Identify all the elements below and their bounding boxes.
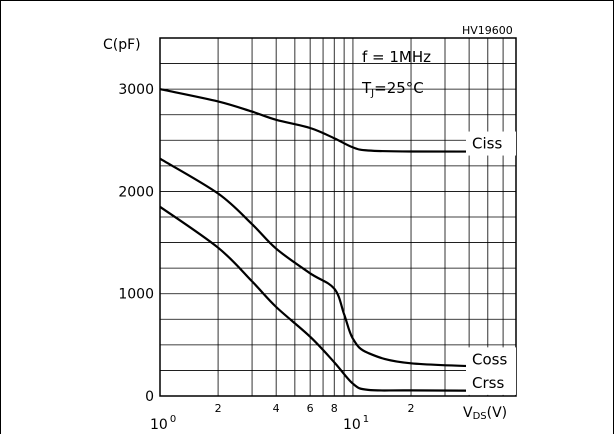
series-labels: Ciss Coss Crss: [466, 131, 516, 395]
grid: [160, 38, 516, 396]
x-tick-base: 10: [343, 417, 361, 433]
y-tick-label: 1000: [118, 287, 154, 303]
x-tick-label: 2: [215, 402, 222, 415]
series-label-ciss: Ciss: [472, 135, 502, 153]
series-line-coss: [159, 157, 517, 369]
series-label-bg-ciss: [466, 131, 516, 156]
x-tick-label: 4: [273, 402, 280, 415]
series-label-bg-crss: [466, 370, 516, 395]
y-tick-label: 2000: [118, 184, 154, 200]
x-axis-symbol: V: [463, 405, 473, 421]
reference-code: HV19600: [462, 24, 513, 37]
x-axis-label: VDS(V): [463, 405, 507, 422]
series-line-crss: [159, 205, 517, 392]
x-tick-label: 10 1: [343, 414, 369, 433]
series-line-ciss: [159, 88, 517, 153]
frequency-condition: f = 1MHz: [362, 48, 431, 66]
x-tick-base: 10: [150, 417, 168, 433]
x-tick-label: 6: [307, 402, 314, 415]
x-tick-label: 10 0: [150, 414, 176, 433]
y-axis-label: C(pF): [103, 37, 141, 53]
x-tick-exponent: 0: [170, 414, 176, 425]
temp-value: =25°C: [374, 79, 424, 97]
x-axis-unit: (V): [487, 405, 508, 421]
x-tick-label: 2: [408, 402, 415, 415]
series-label-coss: Coss: [472, 350, 507, 368]
series-lines: [159, 88, 517, 392]
y-tick-label: 3000: [118, 82, 154, 98]
x-tick-exponent: 1: [363, 414, 369, 425]
y-tick-label: 0: [145, 389, 154, 405]
series-label-bg-coss: [466, 347, 516, 372]
x-axis-subscript: DS: [473, 411, 487, 422]
temp-symbol: T: [361, 79, 372, 97]
temperature-condition: TJ=25°C: [361, 79, 424, 99]
series-label-crss: Crss: [472, 374, 504, 392]
x-tick-label: 8: [331, 402, 338, 415]
temp-subscript: J: [370, 88, 374, 99]
plot-border: [159, 37, 517, 397]
